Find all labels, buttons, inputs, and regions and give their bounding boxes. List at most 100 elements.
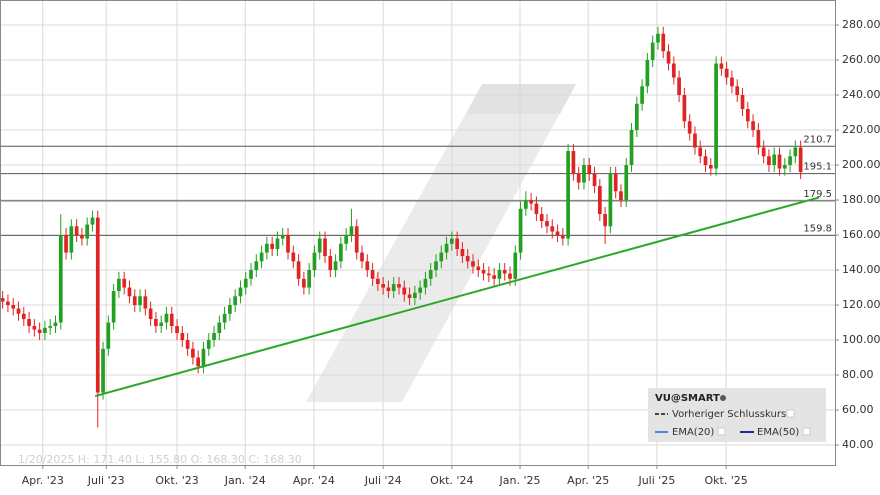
candle-body (476, 266, 481, 271)
candle-body (6, 301, 10, 306)
candle-body (793, 147, 798, 157)
candle-body (613, 173, 618, 192)
y-tick-label: 240.00 (842, 88, 880, 101)
y-tick-label: 280.00 (842, 18, 880, 31)
candle-body (175, 326, 179, 334)
candle-body (397, 284, 401, 288)
candle-body (455, 238, 459, 250)
candle-body (0, 298, 5, 302)
plot-frame (0, 0, 836, 466)
candle-body (16, 308, 21, 314)
candle-body (798, 147, 803, 173)
candle-body (43, 327, 47, 334)
candle-body (439, 252, 444, 262)
y-tick-label: 80.00 (842, 368, 874, 381)
y-tick-label: 40.00 (842, 438, 874, 451)
candle-body (296, 261, 301, 279)
level-label: 195.1 (803, 162, 832, 173)
candle-body (587, 165, 592, 174)
candle-body (513, 252, 518, 279)
candle-body (80, 235, 84, 239)
candle-body (465, 256, 470, 262)
candle-body (370, 270, 375, 279)
candle-body (243, 278, 248, 288)
candle-body (428, 270, 433, 279)
candle-body (317, 238, 322, 253)
legend-checkbox[interactable] (717, 427, 726, 436)
candle-body (666, 51, 671, 64)
candle-body (259, 252, 264, 262)
legend-box (648, 388, 826, 442)
legend-label: EMA(20) (672, 427, 714, 438)
candle-body (539, 214, 544, 222)
x-tick-label: Juli '24 (364, 474, 402, 487)
candle-body (53, 322, 58, 327)
candle-body (693, 133, 697, 148)
candle-body (344, 235, 349, 244)
candle-body (407, 294, 412, 299)
candle-body (376, 278, 380, 285)
candle-body (418, 287, 422, 293)
candle-body (756, 130, 761, 148)
candle-body (270, 243, 275, 250)
candle-body (212, 333, 216, 341)
candle-body (508, 273, 512, 279)
x-tick-label: Okt. '23 (155, 474, 198, 487)
candle-body (21, 313, 26, 320)
candle-body (111, 291, 116, 323)
legend-checkbox[interactable] (802, 427, 811, 436)
y-tick-label: 180.00 (842, 193, 880, 206)
candle-body (11, 305, 16, 309)
candle-body (471, 261, 475, 267)
candle-body (291, 252, 296, 262)
candle-body (386, 287, 391, 292)
candle-body (238, 287, 243, 297)
candle-body (555, 231, 560, 236)
x-tick-label: Jan. '24 (224, 474, 266, 487)
legend-label: EMA(50) (757, 427, 799, 438)
watermark (306, 84, 576, 402)
candle-body (95, 217, 100, 393)
candle-body (413, 292, 417, 299)
candle-body (201, 348, 206, 367)
candle-body (592, 173, 597, 187)
y-tick-label: 60.00 (842, 403, 874, 416)
trend-line (94, 196, 820, 398)
candle-body (645, 60, 650, 87)
x-tick-label: Apr. '24 (293, 474, 335, 487)
candle-body (640, 86, 644, 104)
candle-body (360, 252, 364, 262)
candle-body (597, 186, 602, 215)
candle-body (782, 165, 787, 169)
candle-body (307, 270, 312, 288)
x-tick-label: Jan. '25 (499, 474, 541, 487)
candle-body (650, 42, 655, 61)
candle-body (698, 147, 703, 157)
level-label: 210.7 (803, 134, 832, 145)
candle-body (735, 86, 740, 96)
level-label: 159.8 (803, 223, 832, 234)
candle-body (677, 77, 681, 96)
y-tick-label: 120.00 (842, 298, 880, 311)
candle-body (682, 95, 687, 122)
candle-body (154, 319, 158, 327)
legend: VU@SMART Vorheriger Schlusskurs EMA(20) … (648, 388, 826, 442)
candle-body (714, 63, 718, 169)
candle-body (486, 273, 491, 276)
candle-body (180, 333, 185, 341)
legend-title: VU@SMART (655, 393, 720, 404)
candle-body (391, 284, 396, 292)
candle-body (724, 68, 729, 78)
x-tick-label: Okt. '25 (704, 474, 747, 487)
candle-body (280, 235, 285, 239)
legend-icon (720, 395, 726, 401)
candle-body (32, 326, 37, 330)
candle-body (740, 95, 745, 110)
y-tick-label: 220.00 (842, 123, 880, 136)
candle-body (365, 261, 370, 271)
legend-checkbox[interactable] (786, 409, 795, 418)
candle-body (761, 147, 766, 157)
candle-body (328, 256, 333, 271)
level-label: 179.5 (803, 189, 832, 200)
